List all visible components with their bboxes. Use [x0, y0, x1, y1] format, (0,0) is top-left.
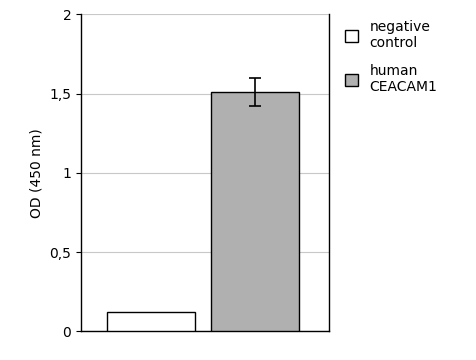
Bar — [210, 92, 298, 331]
Legend: negative
control, human
CEACAM1: negative control, human CEACAM1 — [338, 14, 442, 100]
Bar — [106, 312, 194, 331]
Y-axis label: OD (450 nm): OD (450 nm) — [30, 128, 44, 218]
